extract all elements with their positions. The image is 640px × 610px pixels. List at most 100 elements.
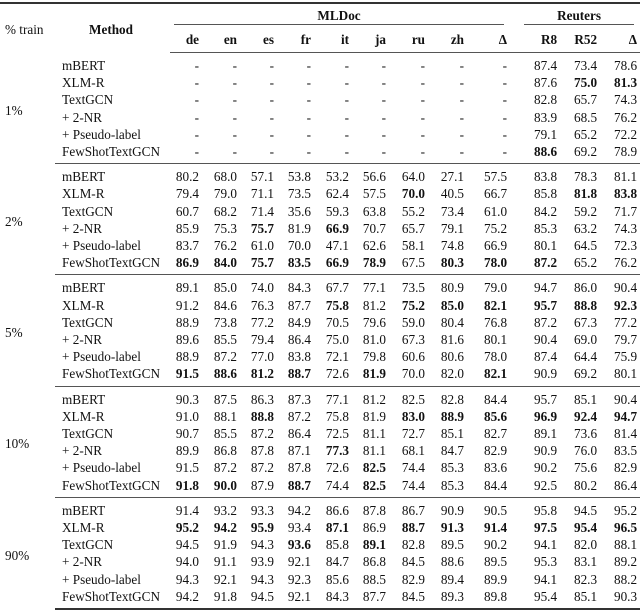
cell-value: 90.4 [613,280,638,296]
mldoc-cell: 65.7 [389,220,428,237]
method-name: TextGCN [62,203,114,219]
reuters-cell: 89.1 [520,425,560,442]
method-name: TextGCN [62,92,114,108]
mldoc-cell: - [314,143,352,165]
cell-value: 91.5 [175,460,199,476]
cell-value: 83.8 [533,169,558,185]
mldoc-cell: 82.9 [389,571,428,588]
spacer [510,254,521,276]
cell-value: 83.8 [613,186,638,202]
cell-value: 82.1 [483,366,508,382]
cell-value: 82.9 [613,460,638,476]
reuters-cell: 80.2 [560,476,601,498]
reuters-cell: 95.4 [560,519,600,536]
header-mldoc-6: ru [389,28,428,53]
cell-value: 85.0 [440,297,464,313]
mldoc-cell: 94.3 [170,571,202,588]
cell-value: 85.3 [533,220,558,236]
cell-value: 72.7 [401,426,425,442]
mldoc-cell: 86.7 [389,497,428,519]
table-row: + Pseudo-label 88.9 87.2 77.0 83.8 72.1 79.8 60… [0,348,640,365]
cell-value: 88.2 [613,571,638,587]
cell-value: - [381,126,386,142]
mldoc-cell: 88.9 [170,314,202,331]
mldoc-cell: 66.9 [314,220,352,237]
method-name: + Pseudo-label [62,460,141,476]
mldoc-cell: 83.5 [277,254,314,276]
cell-value: 85.3 [440,477,464,493]
cell-value: 83.0 [401,408,425,424]
cell-value: 47.1 [325,238,349,254]
reuters-cell: 69.2 [560,365,601,387]
cell-value: 88.8 [250,408,274,424]
mldoc-cell: 94.3 [240,571,277,588]
spacer [510,408,520,425]
method-name: + 2-NR [62,554,103,570]
mldoc-cell: 87.3 [277,386,314,408]
cell-value: 94.3 [250,571,274,587]
cell-value: - [344,58,349,73]
cell-value: - [269,75,274,91]
reuters-cell: 85.3 [520,220,560,237]
table-row: 90% mBERT 91.4 93.2 93.3 94.2 86.6 87.8 86.7 90.9… [0,497,640,563]
mldoc-cell: 87.2 [202,348,240,365]
cell-value: 70.7 [362,220,386,236]
method-name: + Pseudo-label [62,238,141,254]
reuters-cell: 83.1 [560,553,600,570]
cell-value: 82.9 [483,443,508,459]
cell-value: 67.3 [573,314,598,330]
cell-value: 87.7 [362,588,386,604]
header-mldoc-3: fr [277,28,314,53]
reuters-cell: 65.2 [560,126,600,143]
mldoc-cell: - [467,53,510,75]
cell-value: 97.5 [533,520,558,536]
table-row: 10% mBERT 90.3 87.5 86.3 87.3 77.1 81.2 82.5 82.8… [0,386,640,452]
mldoc-cell: - [277,53,314,75]
cell-value: 62.6 [362,238,386,254]
table-row: TextGCN 90.7 85.5 87.2 86.4 72.5 81.1 72.7 85.1 8… [0,425,640,442]
mldoc-cell: - [389,143,428,165]
cell-value: 91.5 [175,366,199,382]
cell-value: 94.2 [175,588,199,604]
reuters-cell: 84.2 [520,203,560,220]
mldoc-cell: - [202,109,240,126]
mldoc-cell: - [352,53,389,75]
cell-value: - [269,92,274,108]
cell-value: 94.7 [533,280,558,296]
cell-value: 75.7 [250,220,274,236]
cell-value: 81.9 [362,408,386,424]
mldoc-cell: 93.3 [240,497,277,519]
cell-value: 86.8 [213,443,237,459]
mldoc-cell: - [240,53,277,75]
mldoc-cell: 86.4 [277,331,314,348]
mldoc-cell: 94.0 [170,553,202,570]
cell-value: 86.9 [362,520,386,536]
mldoc-cell: 95.2 [170,519,202,536]
reuters-cell: 75.0 [560,74,600,91]
mldoc-cell: 88.7 [389,519,428,536]
cell-value: - [269,58,274,73]
reuters-cell: 80.1 [600,365,640,387]
cell-value: 87.1 [287,443,311,459]
mldoc-cell: 91.4 [170,497,202,519]
mldoc-cell: - [202,126,240,143]
reuters-cell: 86.4 [600,476,640,498]
cell-value: 69.0 [573,332,598,348]
cell-value: 85.9 [175,220,199,236]
method-name: FewShotTextGCN [55,587,170,610]
reuters-cell: 81.1 [600,164,640,186]
mldoc-cell: - [467,126,510,143]
cell-value: - [459,144,464,160]
reuters-cell: 87.2 [520,254,561,276]
cell-value: 75.8 [325,297,349,313]
cell-value: 77.2 [250,314,274,330]
mldoc-cell: 92.1 [202,571,240,588]
mldoc-cell: 86.8 [202,442,240,459]
cell-value: 88.6 [440,554,464,570]
table-row: + Pseudo-label 83.7 76.2 61.0 70.0 47.1 62.6 58… [0,237,640,254]
reuters-cell: 90.4 [600,275,640,297]
reuters-cell: 64.5 [560,237,600,254]
cell-value: 63.8 [362,203,386,219]
reuters-cell: 73.4 [560,53,600,75]
